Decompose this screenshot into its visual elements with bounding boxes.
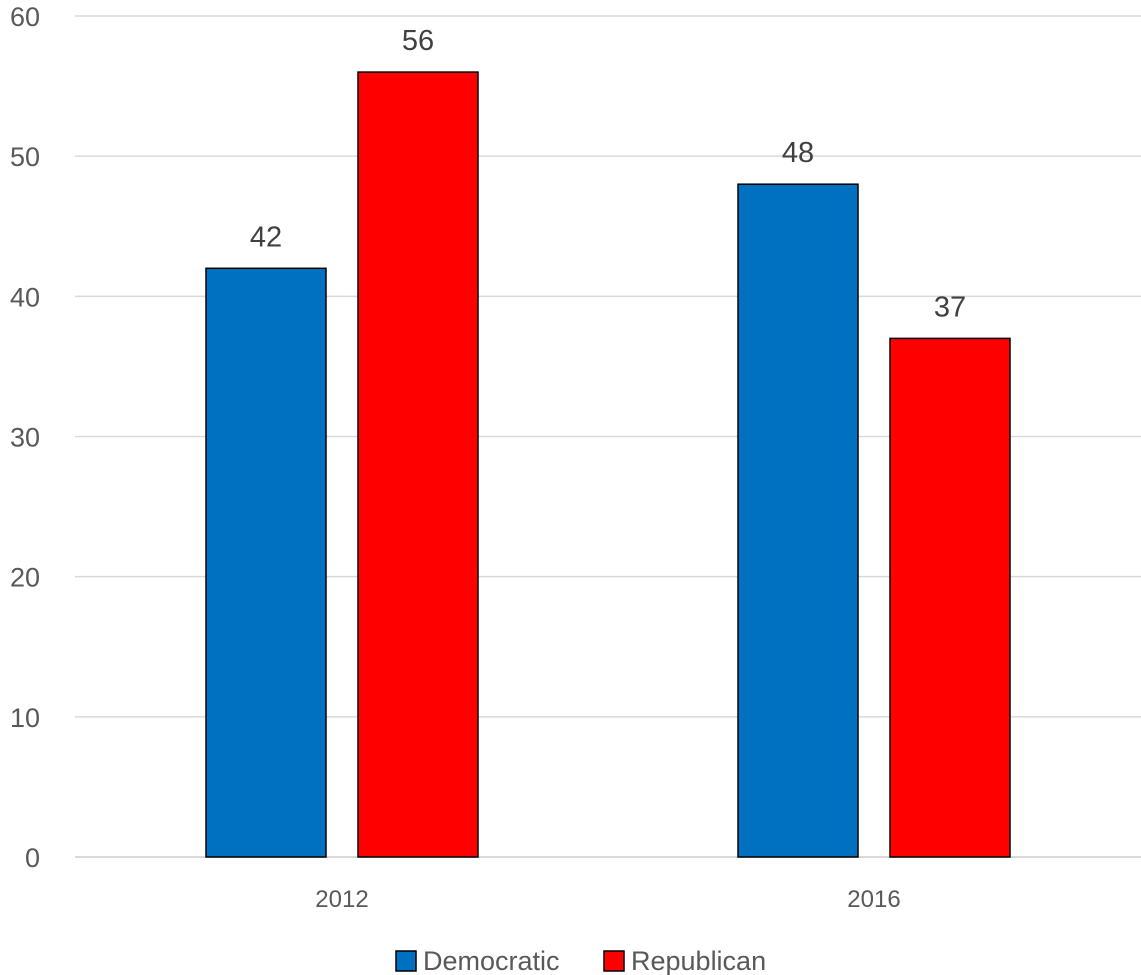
bar-republican-2016 — [889, 337, 1011, 858]
y-axis-ticks: 0 10 20 30 40 50 60 — [10, 2, 40, 873]
y-tick-label-20: 20 — [10, 563, 40, 593]
data-label-republican-2016: 37 — [934, 291, 966, 323]
bars — [205, 71, 1011, 858]
legend-swatch-republican — [603, 950, 625, 972]
y-tick-label-10: 10 — [10, 703, 40, 733]
bar-democratic-2012 — [205, 267, 327, 858]
y-tick-label-50: 50 — [10, 142, 40, 172]
legend: Democratic Republican — [395, 946, 766, 975]
data-label-republican-2012: 56 — [402, 25, 434, 57]
y-tick-label-0: 0 — [25, 843, 40, 873]
data-labels: 42 56 48 37 — [250, 25, 966, 323]
y-tick-label-40: 40 — [10, 282, 40, 312]
x-axis-categories: 2012 2016 — [315, 886, 900, 913]
data-label-democratic-2012: 42 — [250, 221, 282, 253]
y-tick-label-30: 30 — [10, 423, 40, 453]
y-tick-label-60: 60 — [10, 2, 40, 32]
x-category-label-2016: 2016 — [847, 886, 900, 913]
x-category-label-2012: 2012 — [315, 886, 368, 913]
data-label-democratic-2016: 48 — [782, 137, 814, 169]
legend-label-democratic: Democratic — [423, 946, 560, 975]
legend-swatch-democratic — [395, 950, 417, 972]
bar-democratic-2016 — [737, 183, 859, 858]
bar-republican-2012 — [357, 71, 479, 858]
legend-label-republican: Republican — [631, 946, 766, 975]
